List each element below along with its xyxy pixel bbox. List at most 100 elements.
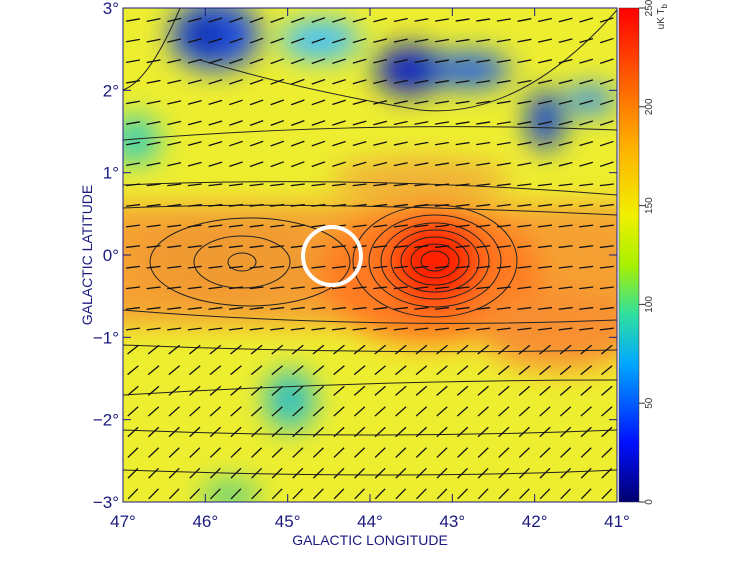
vector [538,162,552,167]
vector [228,286,244,290]
vector [415,344,428,355]
vector [601,426,613,438]
vector [332,120,346,126]
vector [147,344,160,355]
vector [229,17,243,23]
vector [558,306,573,310]
vector [393,141,408,146]
vector [228,183,244,187]
vector [230,488,242,500]
marker-circle [301,225,363,287]
vector [208,306,223,310]
vector [373,58,388,64]
vector [187,17,202,23]
vector [374,406,386,417]
vector [374,385,386,396]
vector [455,59,470,63]
vector [496,306,511,310]
vector [167,38,182,43]
colorbar-tick-label: 50 [644,397,655,409]
vector [477,488,489,500]
vector [393,17,408,23]
vector [167,265,182,269]
vector [477,365,489,376]
vector [434,162,450,166]
vector [455,224,470,228]
vector [517,59,532,64]
vector [517,306,532,310]
vector [148,488,159,500]
vector [290,120,305,126]
vector [394,344,407,355]
vector [187,286,202,290]
vector [270,99,284,106]
vector [560,426,572,438]
vector [558,203,573,207]
vector [373,327,388,331]
vector [208,203,223,207]
vector [290,306,305,310]
vector [167,203,182,207]
vector [292,365,304,376]
vector [187,306,202,310]
vector [414,203,429,207]
vector [414,162,429,167]
vector [580,426,592,438]
vector [537,203,553,207]
vector [374,426,386,438]
vector [518,344,531,355]
vector [415,447,427,458]
vector [599,224,614,228]
vector [249,245,264,249]
vector [352,203,367,207]
colorbar-tick-label: 0 [644,499,655,505]
vector [558,79,573,85]
vector [331,265,347,269]
vector [311,306,326,310]
vector [498,365,510,376]
vector [476,100,491,105]
vector [187,203,202,207]
vector [292,426,304,438]
vector [290,78,305,85]
vector [538,120,552,126]
vector [373,17,388,23]
vector [352,306,367,310]
vector [229,140,243,147]
vector [434,306,450,310]
vector [290,265,305,269]
vector [353,365,366,376]
vector [414,224,429,228]
vector [579,183,594,187]
vector [477,447,489,458]
vector [209,385,222,396]
vector [249,265,264,269]
vector [580,447,592,458]
vector [292,406,304,417]
vector [455,265,470,269]
vector [558,183,573,187]
vector [539,426,551,438]
vector [560,488,571,500]
vector [168,447,180,458]
vector [352,183,367,187]
vector [209,344,222,355]
vector [187,265,202,269]
vector [125,79,141,84]
vector [496,141,511,146]
vector [311,161,326,168]
vector [125,38,141,43]
vector [498,447,510,458]
vector [331,245,347,249]
vector [601,467,613,479]
vector [167,17,182,23]
vector [580,467,592,479]
vector [476,162,491,166]
vector [414,18,429,22]
vector [393,162,408,167]
vector [599,58,614,64]
colorbar-tick-label: 200 [644,98,655,115]
vector [249,161,264,168]
vector [374,467,386,479]
vector [436,467,448,479]
